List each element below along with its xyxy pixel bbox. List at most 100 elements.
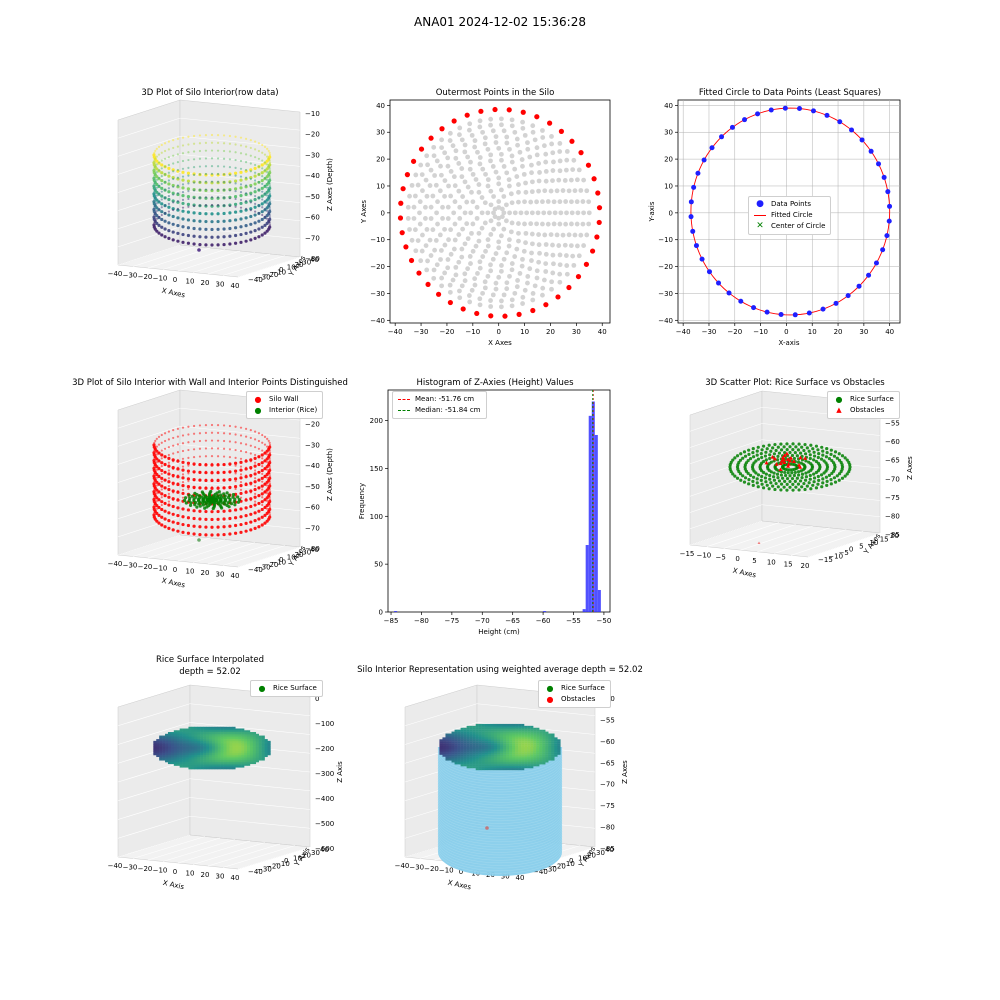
data-point xyxy=(155,461,158,464)
data-point xyxy=(438,172,444,178)
surface-cell xyxy=(217,751,221,754)
surface-cell xyxy=(442,745,446,748)
surface-cell xyxy=(173,758,178,761)
surface-cell xyxy=(208,753,213,756)
surface-cell xyxy=(167,751,172,754)
data-point xyxy=(222,478,226,481)
surface-cell xyxy=(536,756,540,759)
data-point xyxy=(557,149,563,154)
surface-cell xyxy=(505,766,510,769)
surface-cell xyxy=(246,758,251,761)
data-point xyxy=(503,218,509,224)
data-point xyxy=(257,188,261,192)
legend-label: Obstacles xyxy=(561,695,596,703)
data-point xyxy=(572,188,578,194)
data-point xyxy=(153,488,156,491)
data-point xyxy=(268,198,271,201)
cylinder-ring xyxy=(437,749,563,774)
data-point xyxy=(260,476,264,480)
data-point xyxy=(167,480,171,484)
rice-point xyxy=(794,485,798,489)
data-point xyxy=(181,530,185,534)
data-point xyxy=(519,157,525,162)
surface-cell xyxy=(475,756,479,759)
data-point xyxy=(244,521,248,526)
surface-cell xyxy=(496,766,501,769)
data-point xyxy=(176,145,180,148)
data-point xyxy=(216,509,220,514)
data-point xyxy=(797,106,803,112)
data-point xyxy=(176,514,180,518)
surface-cell xyxy=(542,762,546,765)
data-point xyxy=(181,240,185,244)
surface-cell xyxy=(229,726,233,729)
data-point xyxy=(157,513,161,517)
surface-cell xyxy=(258,756,262,759)
data-point xyxy=(442,193,447,199)
data-point xyxy=(163,486,167,489)
surface-cell xyxy=(512,733,516,736)
data-point xyxy=(160,167,163,170)
data-point xyxy=(163,173,167,176)
circle-marker-icon: ● xyxy=(254,406,262,415)
data-point xyxy=(228,150,232,153)
surface-cell xyxy=(521,768,525,771)
surface-cell xyxy=(518,750,522,753)
surface-cell xyxy=(533,760,537,763)
surface-cell xyxy=(246,746,251,749)
surface-cell xyxy=(518,727,522,730)
surface-cell xyxy=(499,743,504,746)
surface-cell xyxy=(191,732,195,735)
surface-cell xyxy=(493,758,498,761)
y-tick-label: 10 xyxy=(869,539,878,547)
data-point xyxy=(253,526,257,530)
x-tick-label: 10 xyxy=(186,278,195,286)
surface-cell xyxy=(211,746,216,749)
grid-line xyxy=(222,255,286,276)
z-axis-label: Z Axes xyxy=(906,456,914,480)
data-point xyxy=(691,184,697,190)
surface-cell xyxy=(217,742,221,745)
surface-cell xyxy=(206,753,210,756)
surface-cell xyxy=(206,730,210,733)
surface-cell xyxy=(527,735,531,738)
rice-point xyxy=(748,457,753,461)
data-point xyxy=(186,233,191,238)
surface-cell xyxy=(439,746,443,750)
z-tick-label: −65 xyxy=(885,457,900,465)
data-point xyxy=(268,182,271,186)
data-point xyxy=(485,146,491,152)
data-point xyxy=(265,214,269,218)
surface-cell xyxy=(214,744,218,747)
surface-cell xyxy=(185,756,189,759)
data-point xyxy=(431,275,437,281)
data-point xyxy=(198,432,202,435)
surface-cell xyxy=(229,735,233,738)
surface-cell xyxy=(267,747,271,750)
data-point xyxy=(228,165,232,169)
surface-cell xyxy=(194,751,198,754)
surface-cell xyxy=(463,733,467,736)
rice-point xyxy=(788,468,792,472)
data-point xyxy=(265,480,269,484)
surface-cell xyxy=(241,761,245,765)
surface-cell xyxy=(252,758,257,761)
grid-line xyxy=(117,135,181,157)
data-point xyxy=(233,179,238,183)
surface-cell xyxy=(267,751,271,754)
data-point xyxy=(434,210,439,216)
surface-cell xyxy=(258,746,262,749)
data-point xyxy=(570,167,576,172)
data-point xyxy=(239,434,243,437)
data-point xyxy=(586,199,592,205)
surface-cell xyxy=(505,735,510,738)
data-point xyxy=(260,453,264,457)
data-point xyxy=(456,188,462,194)
surface-cell xyxy=(249,753,254,756)
rice-point xyxy=(812,458,816,462)
data-point xyxy=(233,508,238,512)
surface-cell xyxy=(165,747,169,750)
surface-cell xyxy=(502,743,507,746)
surface-cell xyxy=(475,754,479,757)
data-point xyxy=(534,145,540,151)
